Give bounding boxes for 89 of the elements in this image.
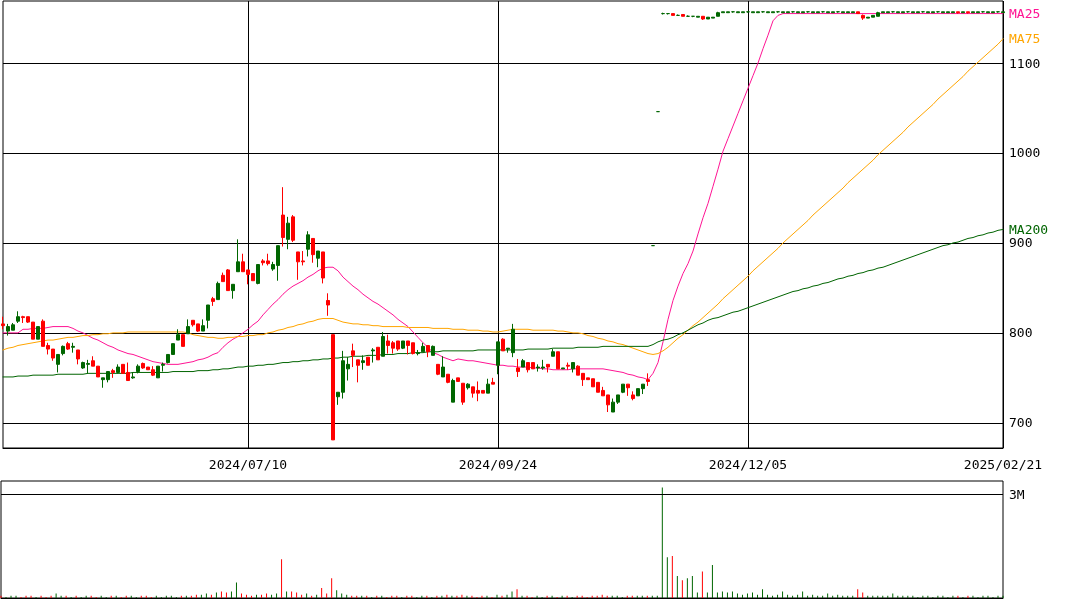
candlestick [186, 318, 190, 335]
candlestick [456, 377, 460, 382]
candlestick [461, 382, 465, 406]
candlestick [371, 347, 375, 364]
candlestick [426, 344, 430, 358]
candlestick [696, 15, 700, 18]
candlestick [521, 358, 525, 368]
candlestick [441, 355, 445, 378]
candlestick [376, 346, 380, 361]
candlestick [671, 13, 675, 16]
candlestick [631, 390, 635, 401]
candlestick [1, 316, 5, 330]
candlestick [61, 344, 65, 356]
candlestick [626, 383, 630, 397]
candlestick [961, 11, 965, 14]
candlestick [681, 13, 685, 17]
candlestick [231, 283, 235, 300]
candlestick [701, 15, 705, 21]
candlestick [206, 304, 210, 329]
candlestick [16, 310, 20, 324]
y-tick-label: 800 [1009, 325, 1033, 341]
candlestick [316, 250, 320, 268]
candlestick [566, 362, 570, 371]
series-label: MA75 [1009, 31, 1041, 47]
candlestick [311, 237, 315, 264]
candlestick [551, 348, 555, 357]
candlestick [116, 363, 120, 374]
candlestick [176, 328, 180, 341]
candlestick [561, 367, 565, 370]
candlestick [201, 318, 205, 332]
candlestick [306, 230, 310, 257]
candlestick [956, 11, 960, 15]
candlestick [71, 342, 75, 354]
candlestick [861, 13, 865, 21]
candlestick [966, 11, 970, 15]
ref-line-label: 3M [1009, 486, 1025, 502]
candlestick [451, 378, 455, 403]
candlestick [546, 363, 550, 373]
candlestick [291, 214, 295, 243]
candlestick [321, 251, 325, 284]
series-label: MA25 [1009, 6, 1041, 22]
candlestick [431, 344, 435, 356]
y-tick-label: 900 [1009, 235, 1033, 251]
candlestick [466, 382, 470, 391]
candlestick [416, 349, 420, 356]
candlestick [1001, 11, 1005, 14]
candlestick [366, 356, 370, 366]
candlestick [211, 296, 215, 307]
series-label: MA200 [1009, 221, 1049, 237]
candlestick [486, 378, 490, 394]
candlestick [326, 292, 330, 317]
x-tick-label: 2024/07/10 [208, 457, 288, 472]
candlestick [351, 343, 355, 368]
candlestick [56, 353, 60, 373]
candlestick [501, 337, 505, 352]
candlestick [286, 216, 290, 250]
y-tick-label: 1100 [1009, 55, 1041, 71]
candlestick [646, 372, 650, 387]
x-tick-label: 2024/12/05 [708, 457, 788, 472]
candlestick [496, 341, 500, 375]
candlestick [216, 281, 220, 301]
candlestick [281, 186, 285, 248]
candlestick [356, 359, 360, 383]
candlestick [236, 238, 240, 273]
candlestick [361, 354, 365, 371]
candlestick [491, 377, 495, 385]
candlestick [401, 340, 405, 350]
candlestick [556, 351, 560, 370]
y-tick-label: 1000 [1009, 145, 1041, 161]
candlestick [76, 349, 80, 365]
candlestick [181, 334, 185, 347]
candlestick [136, 363, 140, 374]
candlestick [111, 368, 115, 379]
candlestick [66, 341, 70, 351]
candlestick [421, 342, 425, 353]
candlestick [571, 362, 575, 373]
candlestick [256, 264, 260, 285]
candlestick [36, 326, 40, 340]
candlestick [446, 373, 450, 384]
candlestick [331, 334, 335, 441]
candlestick [161, 362, 165, 373]
candlestick [381, 331, 385, 357]
y-tick-label: 700 [1009, 415, 1033, 431]
candlestick [436, 363, 440, 376]
candlestick [516, 358, 520, 378]
candlestick [856, 11, 860, 15]
x-tick-label: 2025/02/21 [963, 457, 1043, 472]
x-tick-label: 2024/09/24 [458, 457, 538, 472]
candlestick [621, 383, 625, 394]
